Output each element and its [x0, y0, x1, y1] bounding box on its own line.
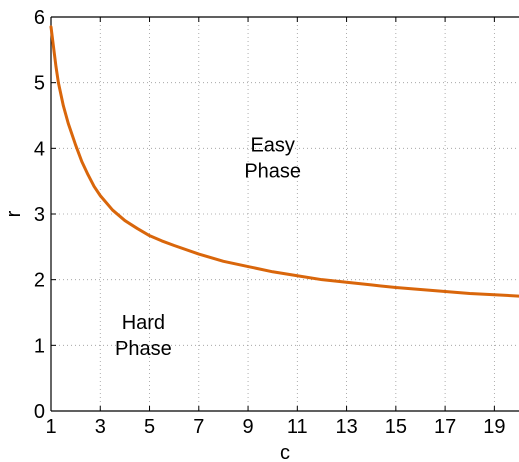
annotations: Easy Phase Hard Phase [115, 135, 301, 360]
y-tick-label: 3 [34, 204, 45, 226]
phase-annotation: Hard Phase [115, 312, 172, 360]
y-tick-label: 6 [34, 7, 45, 29]
x-axis-label: c [280, 442, 290, 462]
annotation-text-line: Phase [115, 338, 172, 360]
x-tick-label: 3 [95, 416, 106, 438]
y-tick-label: 2 [34, 270, 45, 292]
y-tick-label: 0 [34, 401, 45, 423]
annotation-text-line: Hard [122, 312, 165, 334]
y-tick-label: 4 [34, 138, 45, 160]
x-tick-label: 17 [434, 416, 456, 438]
series-line [49, 25, 519, 298]
x-tick-label: 19 [483, 416, 505, 438]
grid-lines [51, 17, 519, 411]
x-tick-label: 5 [144, 416, 155, 438]
x-tick-label: 1 [45, 416, 56, 438]
x-tick-label: 11 [287, 416, 308, 438]
series-layer [49, 25, 519, 298]
annotation-text-line: Easy [250, 135, 294, 157]
x-tick-label: 7 [193, 416, 204, 438]
x-tick-label: 9 [242, 416, 253, 438]
y-axis-label: r [3, 210, 25, 217]
x-tick-label: 15 [385, 416, 407, 438]
y-tick-label: 1 [34, 335, 45, 357]
y-tick-label: 5 [34, 73, 45, 95]
annotation-text-line: Phase [244, 161, 301, 183]
x-tick-label: 13 [335, 416, 357, 438]
phase-annotation: Easy Phase [244, 135, 301, 183]
